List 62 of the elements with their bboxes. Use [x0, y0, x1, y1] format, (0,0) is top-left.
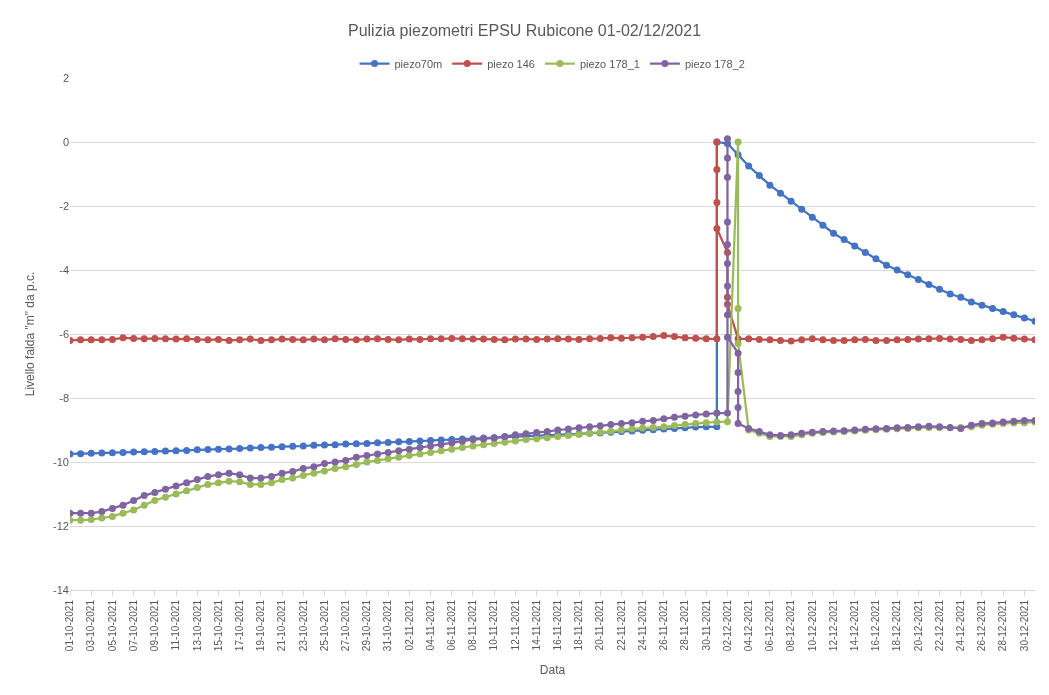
x-tick-label: 06-12-2021: [764, 599, 776, 652]
x-tick-label: 15-10-2021: [212, 599, 224, 652]
y-tick-label: -4: [59, 263, 69, 276]
x-tick-label: 14-12-2021: [848, 599, 860, 652]
x-axis-title: Data: [539, 663, 566, 678]
x-tick-label: 16-12-2021: [870, 599, 882, 652]
chart-title: Pulizia piezometri EPSU Rubicone 01-02/12/2021: [347, 21, 702, 39]
x-tick-label: 01-10-2021: [64, 599, 76, 652]
x-tick-label: 11-10-2021: [170, 599, 182, 651]
y-axis-title: Livello falda "m" da p.c.: [23, 271, 38, 397]
x-tick-label: 12-11-2021: [509, 599, 521, 651]
x-tick-label: 28-12-2021: [997, 599, 1009, 652]
x-tick-label: 22-11-2021: [615, 599, 627, 651]
y-tick-label: -8: [59, 391, 69, 404]
x-tick-label: 04-12-2021: [742, 599, 754, 652]
x-tick-label: 30-11-2021: [700, 599, 712, 651]
legend-label: piezo70m: [394, 57, 443, 70]
x-tick-label: 26-12-2021: [976, 599, 988, 652]
legend-label: piezo 178_1: [579, 57, 640, 70]
x-tick-label: 18-12-2021: [891, 599, 903, 652]
legend-label: piezo 146: [487, 57, 535, 70]
x-tick-label: 06-11-2021: [446, 599, 458, 651]
x-tick-label: 12-12-2021: [827, 599, 839, 652]
x-tick-label: 18-11-2021: [573, 599, 585, 651]
y-tick-label: -10: [53, 455, 69, 468]
x-tick-label: 28-11-2021: [679, 599, 691, 651]
x-tick-label: 14-11-2021: [530, 599, 542, 651]
x-tick-label: 04-11-2021: [424, 599, 436, 651]
x-tick-label: 26-11-2021: [658, 599, 670, 651]
x-tick-label: 02-12-2021: [721, 599, 733, 652]
x-tick-label: 20-12-2021: [912, 599, 924, 652]
x-tick-label: 25-10-2021: [318, 599, 330, 652]
y-tick-label: 2: [62, 71, 69, 84]
x-tick-label: 16-11-2021: [552, 599, 564, 651]
y-tick-label: -12: [53, 519, 69, 532]
x-tick-label: 10-11-2021: [488, 599, 500, 651]
x-tick-label: 22-12-2021: [933, 599, 945, 652]
y-tick-label: 0: [62, 135, 69, 148]
x-tick-label: 24-12-2021: [955, 599, 967, 652]
x-tick-label: 07-10-2021: [127, 599, 139, 652]
x-tick-label: 02-11-2021: [403, 599, 415, 651]
y-tick-label: -6: [59, 327, 69, 340]
x-tick-label: 13-10-2021: [191, 599, 203, 652]
x-tick-label: 19-10-2021: [255, 599, 267, 652]
x-tick-label: 09-10-2021: [149, 599, 161, 652]
x-tick-label: 03-10-2021: [85, 599, 97, 652]
x-tick-label: 30-12-2021: [1018, 599, 1030, 652]
x-tick-label: 23-10-2021: [297, 599, 309, 652]
x-tick-label: 05-10-2021: [106, 599, 118, 652]
x-tick-label: 29-10-2021: [361, 599, 373, 652]
x-tick-label: 08-12-2021: [785, 599, 797, 652]
x-tick-label: 10-12-2021: [806, 599, 818, 652]
y-tick-label: -2: [59, 199, 69, 212]
x-tick-label: 08-11-2021: [467, 599, 479, 651]
y-tick-label: -14: [53, 583, 69, 596]
legend-label: piezo 178_2: [684, 57, 745, 70]
x-tick-label: 31-10-2021: [382, 599, 394, 652]
x-tick-label: 24-11-2021: [636, 599, 648, 651]
x-tick-label: 27-10-2021: [339, 599, 351, 652]
x-tick-label: 20-11-2021: [594, 599, 606, 651]
x-tick-label: 21-10-2021: [276, 599, 288, 652]
x-tick-label: 17-10-2021: [233, 599, 245, 652]
